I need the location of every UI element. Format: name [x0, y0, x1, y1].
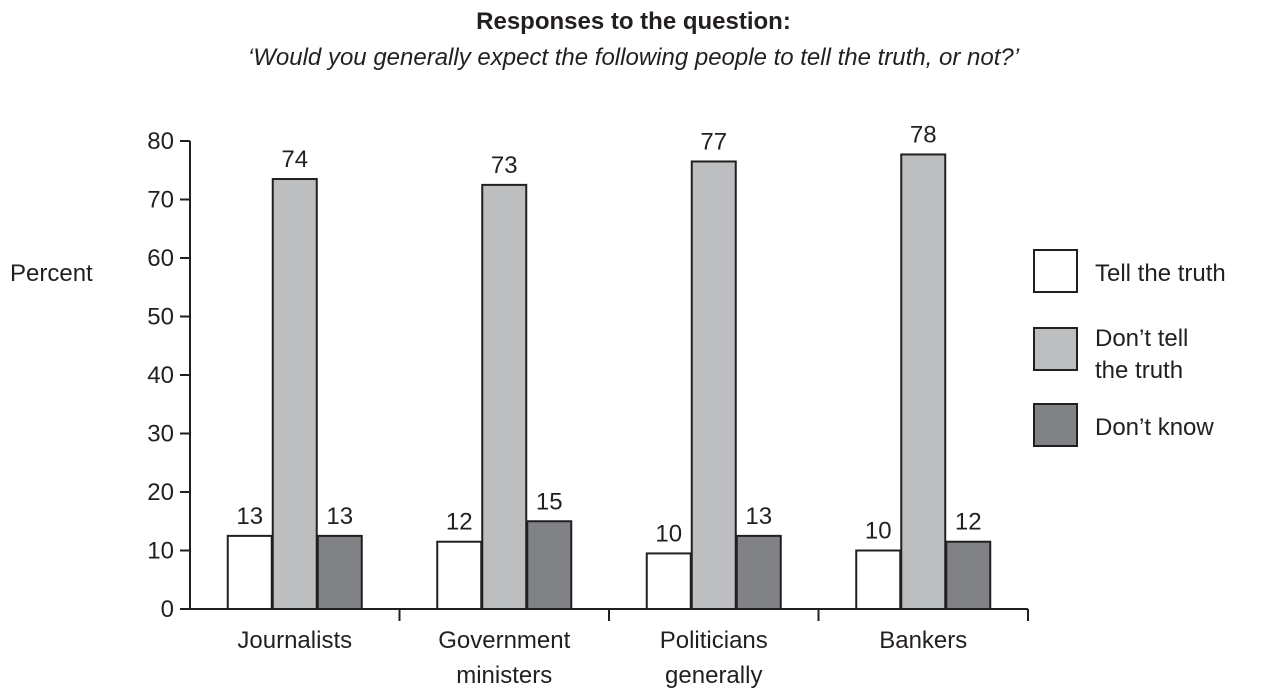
chart-subtitle: ‘Would you generally expect the followin… [247, 44, 1020, 71]
bar [271, 178, 318, 610]
y-tick-label: 10 [147, 538, 174, 565]
data-label: 15 [536, 488, 563, 515]
data-label: 13 [745, 503, 772, 530]
data-label: 12 [446, 509, 473, 536]
legend-swatch [1033, 249, 1078, 293]
data-label: 73 [491, 152, 518, 179]
bar [645, 552, 692, 610]
x-tick-label: Journalists [237, 627, 352, 654]
legend-label: the truth [1095, 357, 1183, 384]
data-label: 13 [236, 503, 263, 530]
x-tick-label: Bankers [879, 627, 967, 654]
bar [226, 534, 273, 610]
y-tick-label: 30 [147, 421, 174, 448]
data-label: 13 [326, 503, 353, 530]
x-tick-label: ministers [456, 662, 552, 689]
data-label: 74 [281, 146, 308, 173]
x-tick-label: Politicians [660, 627, 768, 654]
bar [855, 549, 902, 610]
y-tick-label: 40 [147, 362, 174, 389]
x-tick-label: generally [665, 662, 762, 689]
chart-title: Responses to the question: [476, 8, 791, 35]
bar [900, 153, 947, 611]
data-label: 77 [700, 128, 727, 155]
bar [690, 160, 737, 610]
y-tick-label: 70 [147, 187, 174, 214]
data-label: 10 [655, 520, 682, 547]
bar [481, 183, 528, 610]
y-tick-label: 60 [147, 245, 174, 272]
data-label: 12 [955, 509, 982, 536]
data-label: 10 [865, 518, 892, 545]
legend-label: Tell the truth [1095, 260, 1226, 287]
legend-label: Don’t tell [1095, 325, 1188, 352]
y-tick-label: 80 [147, 128, 174, 155]
bar [316, 534, 363, 610]
y-axis-label: Percent [10, 260, 93, 287]
legend-swatch [1033, 327, 1078, 371]
legend-label: Don’t know [1095, 414, 1214, 441]
x-tick-label: Government [438, 627, 570, 654]
bar [945, 540, 992, 610]
bar [735, 534, 782, 610]
bar [436, 540, 483, 610]
y-tick-label: 50 [147, 304, 174, 331]
data-label: 78 [910, 121, 937, 148]
y-tick-label: 0 [161, 596, 174, 623]
legend-swatch [1033, 403, 1078, 447]
y-tick-label: 20 [147, 479, 174, 506]
bar [526, 520, 573, 610]
